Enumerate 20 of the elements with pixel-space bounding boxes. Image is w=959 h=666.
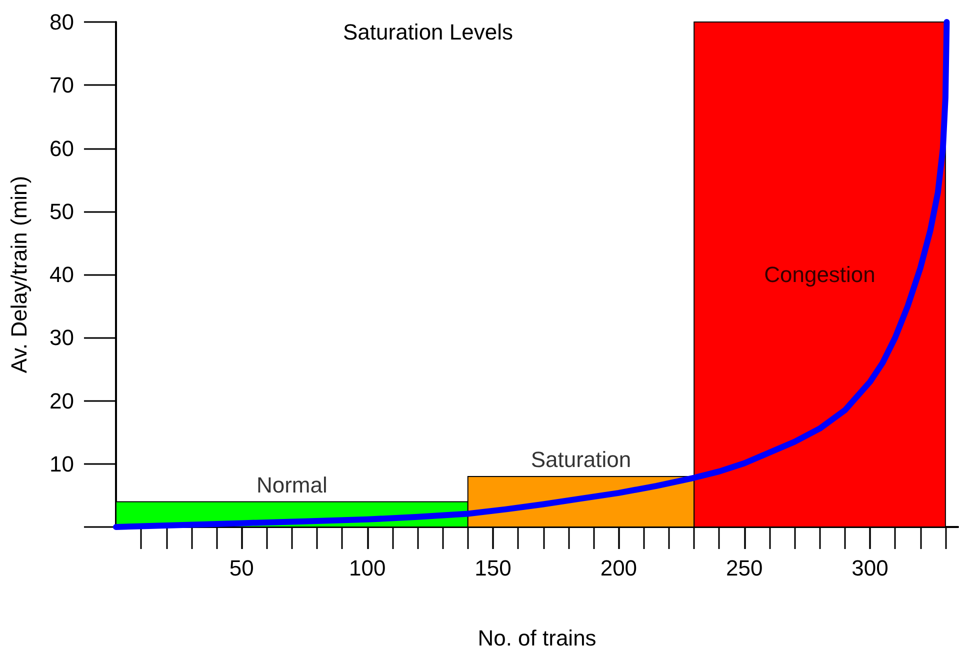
x-tick-label: 300 <box>852 556 888 580</box>
y-tick-label: 40 <box>50 262 74 287</box>
y-axis-title: Av. Delay/train (min) <box>6 176 32 374</box>
y-tick-label: 70 <box>50 72 74 98</box>
x-axis-title: No. of trains <box>478 626 596 650</box>
y-tick-label: 60 <box>50 136 74 161</box>
y-tick-label: 30 <box>50 325 74 350</box>
x-tick-label: 100 <box>348 556 386 580</box>
x-tick-label: 250 <box>726 556 763 580</box>
annotation: Normal <box>256 472 328 498</box>
x-tick-label: 50 <box>229 556 254 580</box>
y-tick-label: 50 <box>50 198 74 224</box>
y-tick-label: 80 <box>50 10 74 34</box>
chart-title: Saturation Levels <box>343 20 513 44</box>
x-tick-label: 200 <box>600 556 638 580</box>
annotation: Saturation <box>530 447 632 472</box>
annotation: Congestion <box>764 262 876 287</box>
y-tick-label: 10 <box>50 451 74 476</box>
x-tick-label: 150 <box>474 556 512 580</box>
y-tick-label: 20 <box>50 388 74 414</box>
